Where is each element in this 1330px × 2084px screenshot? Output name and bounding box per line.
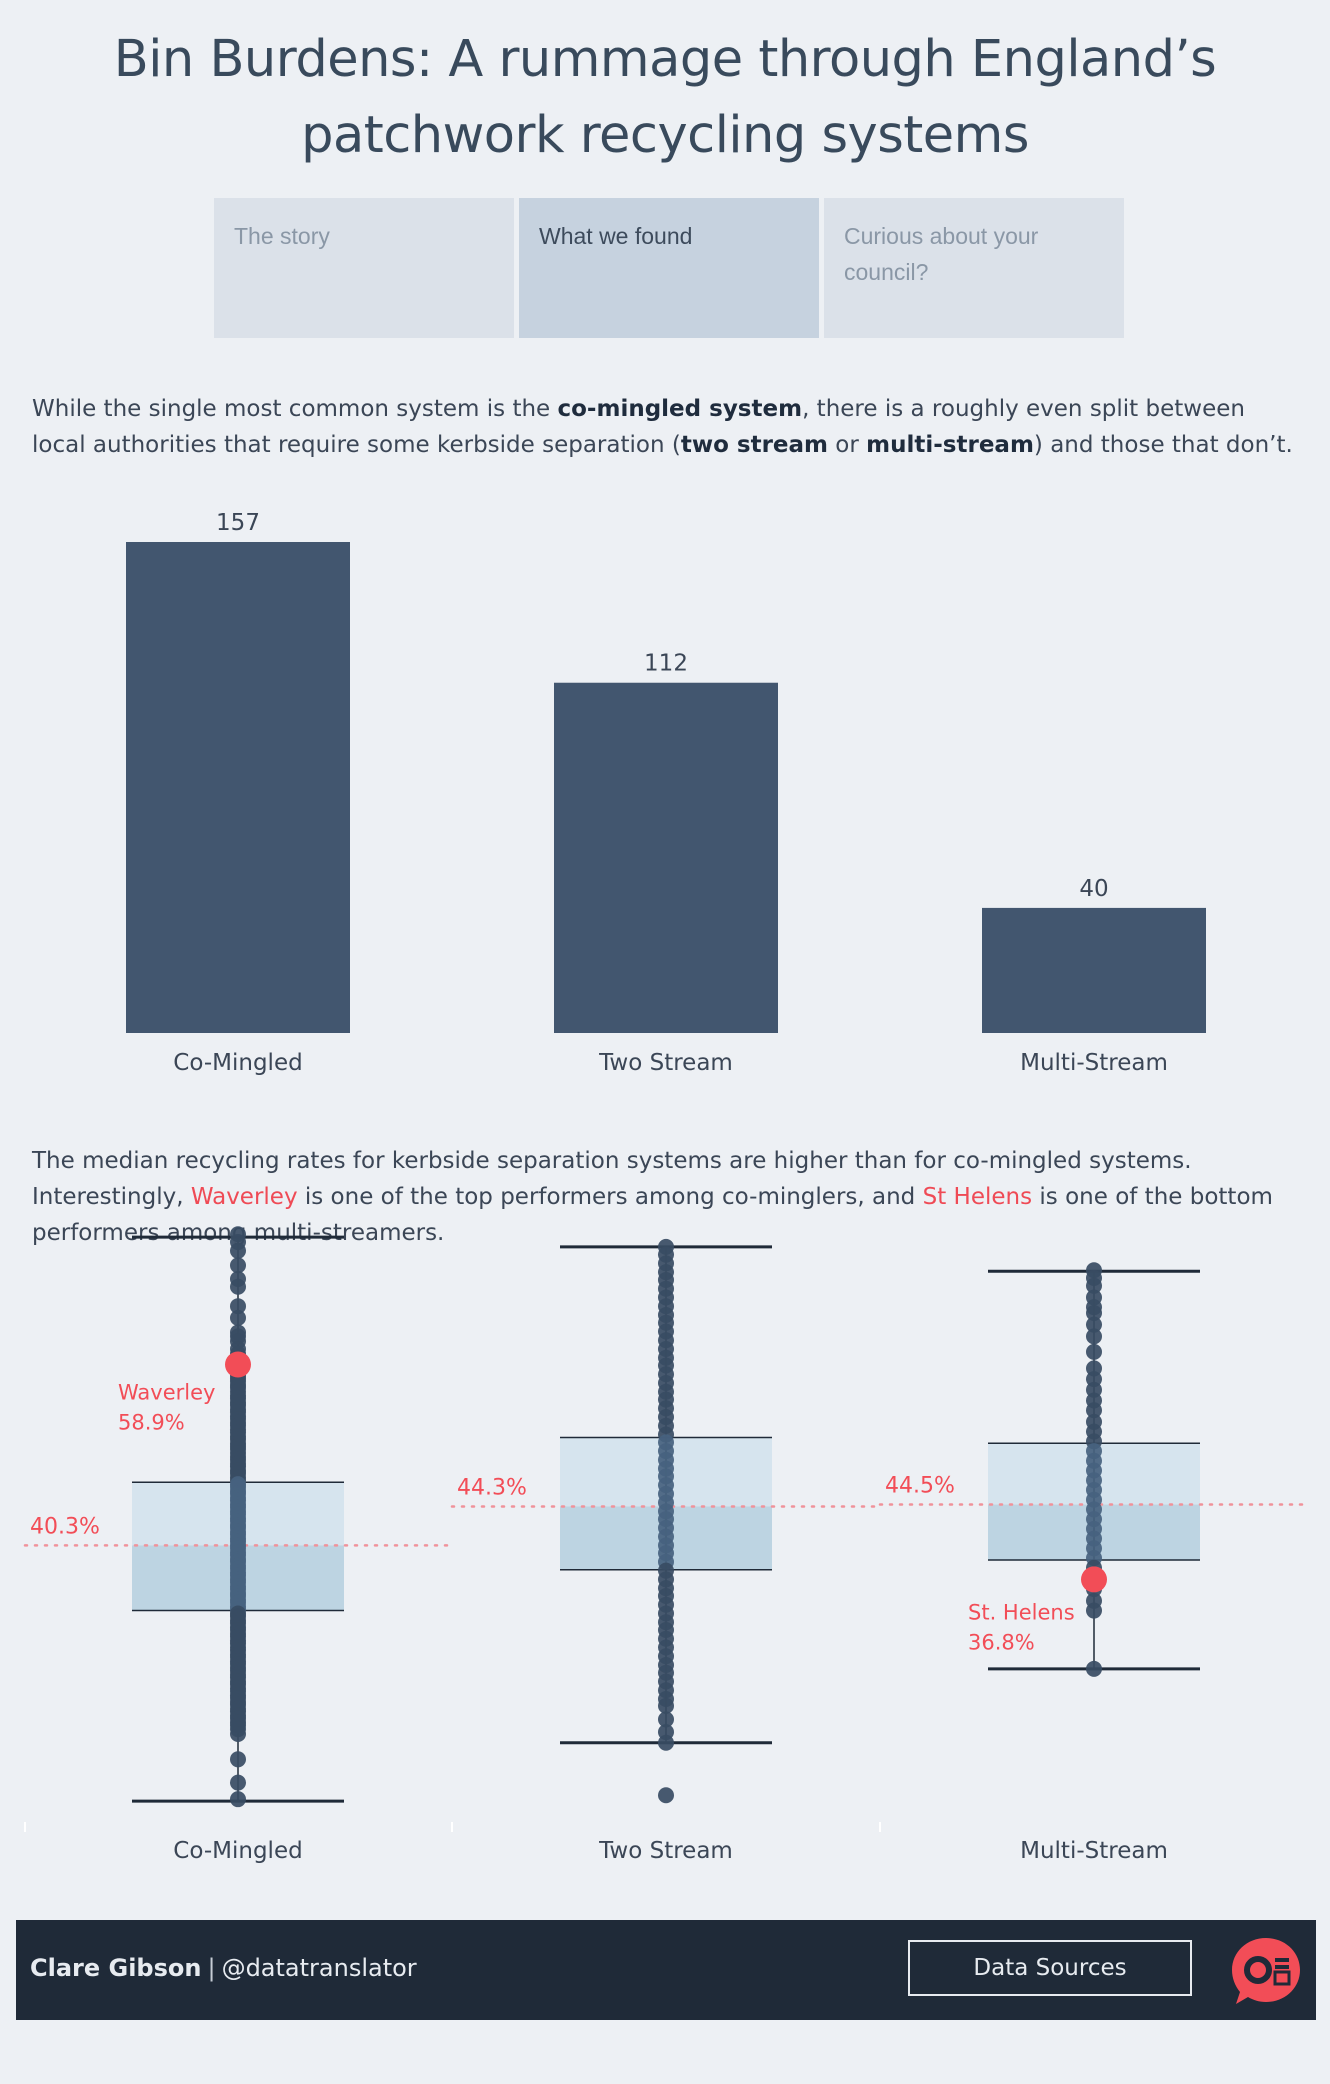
data-point: [230, 1278, 246, 1295]
box-category-label: Co-Mingled: [173, 1838, 302, 1864]
data-point: [230, 1242, 246, 1259]
byline-separator: |: [207, 1954, 216, 1982]
data-point: [1086, 1316, 1102, 1333]
median-label: 40.3%: [30, 1514, 100, 1539]
data-point: [1086, 1328, 1102, 1345]
bar: [554, 682, 778, 1033]
data-point: [230, 1309, 246, 1326]
tab-curious-about-council[interactable]: Curious about your council?: [824, 198, 1124, 338]
data-point: [1086, 1602, 1102, 1619]
box-category-label: Two Stream: [598, 1838, 733, 1864]
data-point: [658, 1711, 674, 1728]
bar-value-label: 40: [1079, 876, 1108, 902]
annotation-value: 36.8%: [968, 1630, 1035, 1654]
box-plot-chart: 40.3% Co-Mingled 44.3% Two Stream 44.5% Multi…: [23, 1226, 1310, 1864]
bar-category-label: Co-Mingled: [173, 1050, 302, 1076]
median-label: 44.5%: [885, 1474, 955, 1499]
para1-text-1: While the single most common system is t…: [32, 396, 558, 422]
footer: Clare Gibson | @datatranslator Data Source…: [16, 1920, 1316, 2020]
data-point: [1086, 1305, 1102, 1322]
highlight-point: [225, 1351, 251, 1378]
para2-text-2: is one of the top performers among co-mi…: [297, 1184, 923, 1210]
data-point: [658, 1697, 674, 1714]
bar-value-label: 112: [644, 651, 688, 677]
byline: Clare Gibson | @datatranslator: [30, 1954, 417, 1982]
para2-highlight-st-helens: St Helens: [922, 1184, 1033, 1210]
median-label: 44.3%: [457, 1475, 527, 1500]
data-point: [658, 1734, 674, 1751]
para1-text-3: or: [828, 432, 867, 458]
data-point: [230, 1791, 246, 1808]
para1-bold-multi-stream: multi-stream: [866, 432, 1034, 458]
para1-bold-co-mingled: co-mingled system: [557, 396, 803, 422]
data-point: [658, 1787, 674, 1804]
para1-text-2: , there is a roughly even split between …: [32, 396, 1245, 458]
data-point: [230, 1774, 246, 1791]
para2-highlight-waverley: Waverley: [190, 1184, 298, 1210]
tab-what-we-found[interactable]: What we found: [519, 198, 819, 338]
bar: [982, 907, 1206, 1033]
data-point: [1086, 1402, 1102, 1419]
data-point: [1086, 1660, 1102, 1677]
bar: [126, 542, 350, 1033]
speech-bubble-logo-icon[interactable]: [1228, 1934, 1304, 2010]
bar-chart: 157 Co-Mingled 112 Two Stream 40 Multi-Stream: [126, 510, 1206, 1076]
para2-text-1: The median recycling rates for kerbside …: [32, 1148, 1192, 1210]
title-line-2: patchwork recycling systems: [301, 106, 1029, 165]
data-sources-button[interactable]: Data Sources: [908, 1940, 1192, 1996]
bar-category-label: Multi-Stream: [1020, 1050, 1168, 1076]
annotation-value: 58.9%: [118, 1411, 185, 1435]
annotation-name: Waverley: [118, 1381, 215, 1405]
data-point: [1086, 1343, 1102, 1360]
data-point: [230, 1257, 246, 1274]
highlight-point: [1081, 1566, 1107, 1593]
intro-paragraph-rates: The median recycling rates for kerbside …: [32, 1143, 1302, 1251]
annotation-name: St. Helens: [968, 1600, 1075, 1624]
author-handle[interactable]: @datatranslator: [221, 1954, 417, 1982]
bar-category-label: Two Stream: [598, 1050, 733, 1076]
data-point: [230, 1298, 246, 1315]
title-line-1: Bin Burdens: A rummage through England’s: [113, 30, 1217, 89]
page-title: Bin Burdens: A rummage through England’s…: [0, 22, 1330, 174]
tab-the-story[interactable]: The story: [214, 198, 514, 338]
box-category-label: Multi-Stream: [1020, 1838, 1168, 1864]
bar-value-label: 157: [216, 510, 260, 536]
intro-paragraph-systems: While the single most common system is t…: [32, 391, 1302, 463]
data-point: [230, 1751, 246, 1768]
data-point: [230, 1726, 246, 1743]
para1-bold-two-stream: two stream: [680, 432, 828, 458]
data-point: [1086, 1277, 1102, 1294]
para1-text-4: ) and those that don’t.: [1033, 432, 1293, 458]
author-name: Clare Gibson: [30, 1954, 202, 1982]
